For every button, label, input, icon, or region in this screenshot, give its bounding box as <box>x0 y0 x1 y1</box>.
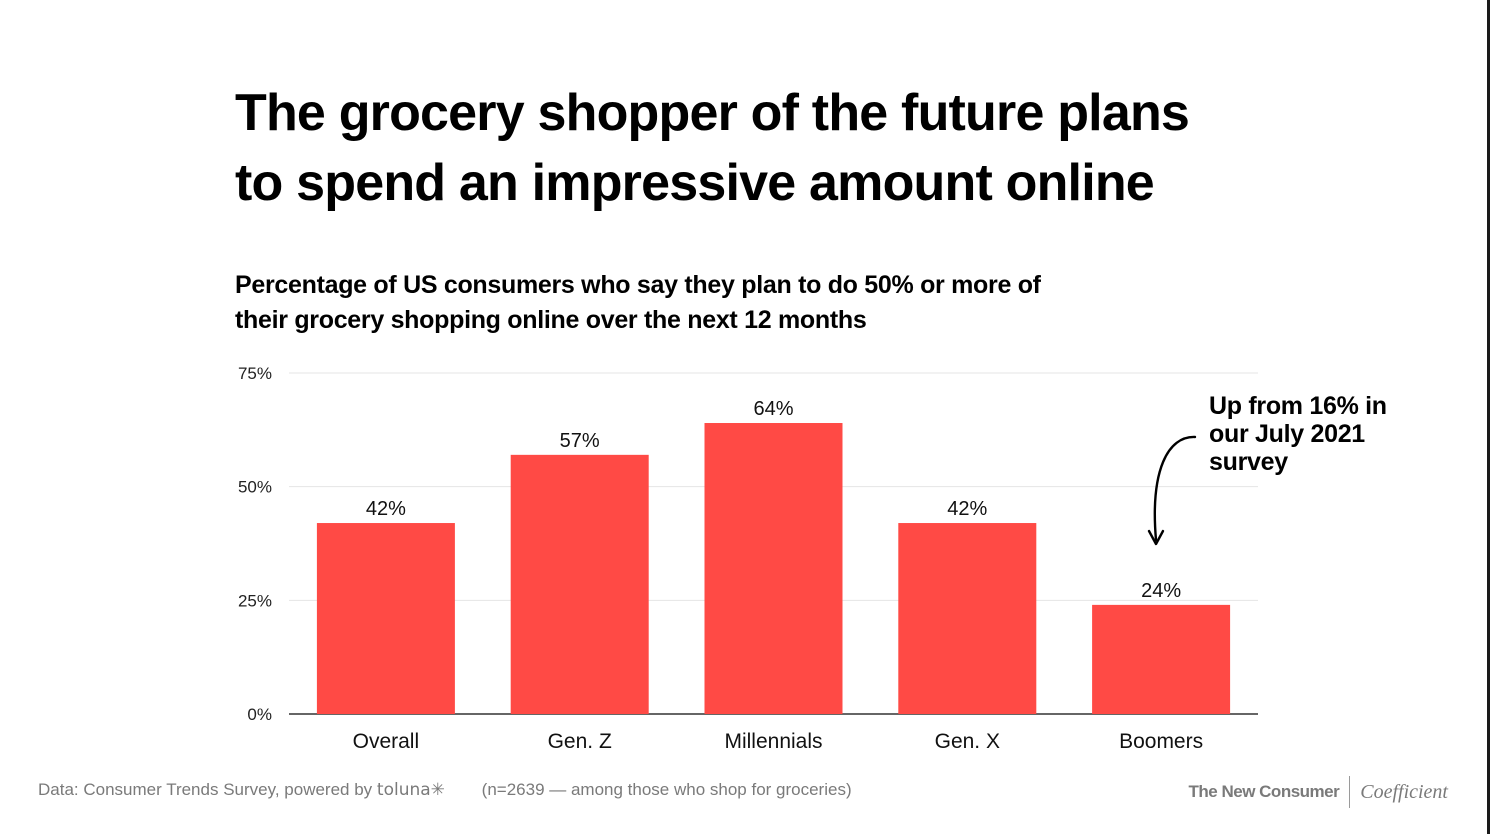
y-tick-label: 0% <box>247 705 272 724</box>
bar <box>898 523 1037 714</box>
source-text: Data: Consumer Trends Survey, powered by <box>38 780 373 799</box>
x-category-label: Overall <box>353 730 420 753</box>
bar-value-label: 42% <box>366 498 406 520</box>
x-category-label: Gen. Z <box>548 730 612 753</box>
annotation-arrow <box>1153 435 1197 542</box>
x-category-label: Boomers <box>1119 730 1203 753</box>
subtitle-line-1: Percentage of US consumers who say they … <box>235 271 1041 299</box>
annotation-line-2: our July 2021 <box>1209 420 1365 448</box>
y-tick-label: 50% <box>238 478 272 497</box>
sample-note: (n=2639 — among those who shop for groce… <box>481 780 852 799</box>
brand-logos: The New Consumer Coefficient <box>1189 776 1448 808</box>
labels: 0% 25% 50% 75% 42% Overall 57% Gen. Z 64% Millenn… <box>238 364 1203 753</box>
bars <box>316 423 1231 714</box>
title-line-1: The grocery shopper of the future plans <box>235 84 1190 142</box>
bar-value-label: 57% <box>560 430 600 452</box>
x-category-label: Gen. X <box>935 730 1000 753</box>
bar-value-label: 42% <box>947 498 987 520</box>
new-consumer-logo: The New Consumer <box>1188 782 1340 801</box>
bar-value-label: 64% <box>753 398 793 420</box>
bar <box>704 423 843 714</box>
y-tick-label: 25% <box>238 591 272 610</box>
annotation-arrowhead <box>1147 529 1165 546</box>
toluna-logo: toluna✳ <box>376 780 445 800</box>
x-category-label: Millennials <box>724 730 822 753</box>
source-footer: Data: Consumer Trends Survey, powered by… <box>38 780 852 800</box>
bar <box>1092 604 1231 714</box>
annotation-line-3: survey <box>1209 448 1288 476</box>
coefficient-logo: Coefficient <box>1360 780 1448 803</box>
brand-divider <box>1349 776 1351 808</box>
bar-value-label: 24% <box>1141 580 1181 602</box>
bar <box>316 523 455 714</box>
page-title: The grocery shopper of the future plans … <box>235 78 1355 218</box>
annotation-callout: Up from 16% in our July 2021 survey <box>1209 392 1439 476</box>
bar <box>510 454 649 714</box>
title-line-2: to spend an impressive amount online <box>235 154 1155 212</box>
subtitle-line-2: their grocery shopping online over the n… <box>235 306 867 334</box>
chart-subtitle: Percentage of US consumers who say they … <box>235 268 1195 338</box>
annotation-line-1: Up from 16% in <box>1209 392 1387 420</box>
y-tick-label: 75% <box>238 364 272 383</box>
right-edge-border <box>1487 0 1490 834</box>
